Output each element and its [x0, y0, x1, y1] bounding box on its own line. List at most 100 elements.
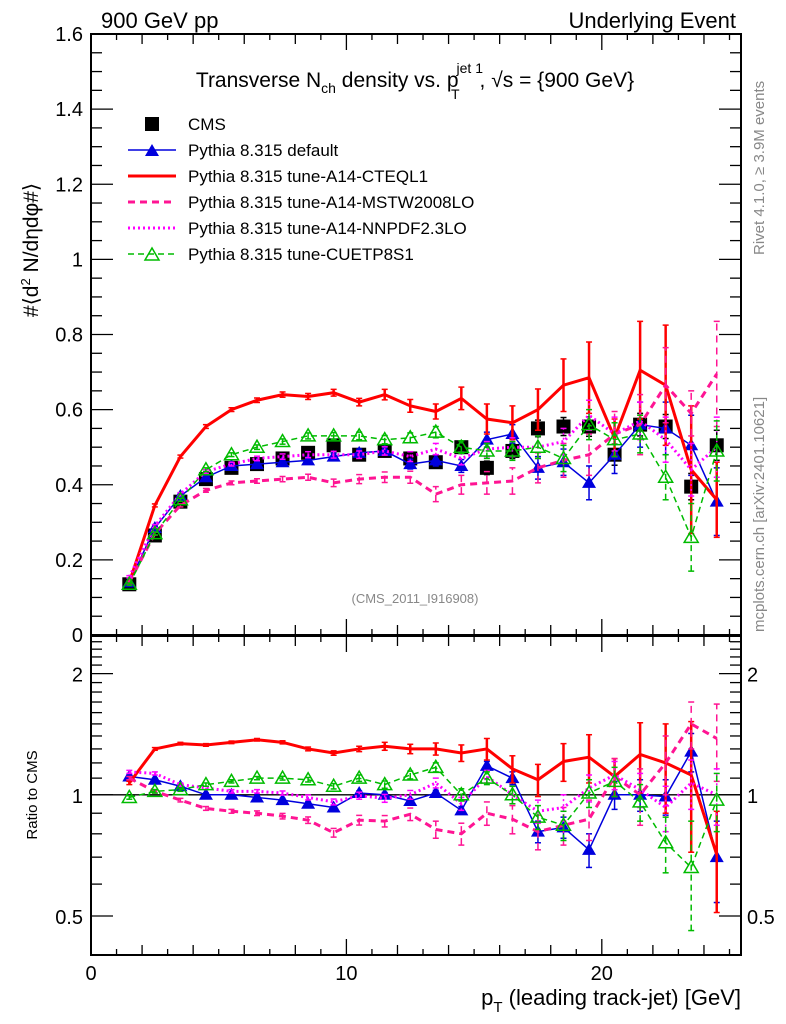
data-point — [556, 419, 571, 434]
data-point — [657, 468, 674, 483]
series-line — [129, 770, 718, 813]
analysis-id-label: (CMS_2011_I916908) — [352, 591, 479, 606]
legend-label: CMS — [188, 115, 226, 134]
data-point — [274, 769, 291, 784]
main-series-group — [121, 320, 726, 592]
data-point — [198, 787, 213, 800]
title-sub1: ch — [321, 80, 336, 96]
series-line — [128, 738, 719, 856]
data-point — [248, 769, 266, 784]
title-post: , √s = {900 GeV} — [480, 69, 635, 92]
data-point — [121, 788, 138, 804]
title-sup: jet 1 — [456, 60, 484, 76]
data-point — [631, 425, 649, 440]
ratio-series-group — [121, 701, 726, 932]
data-point — [401, 766, 419, 781]
data-point — [428, 453, 443, 466]
legend-item: Pythia 8.315 default — [128, 141, 339, 160]
y-tick-label: 1.4 — [55, 99, 83, 121]
data-point — [504, 786, 521, 801]
data-point — [479, 432, 494, 445]
legend-label: Pythia 8.315 tune-CUETP8S1 — [188, 245, 414, 264]
data-point — [682, 858, 700, 874]
data-point — [274, 433, 291, 448]
series-cms — [122, 412, 724, 592]
ratio-ticks — [90, 636, 741, 956]
title-pre: Transverse N — [196, 69, 321, 92]
data-point — [299, 427, 317, 442]
legend-label: Pythia 8.315 tune-A14-NNPDF2.3LO — [188, 219, 467, 238]
y-tick-label: 1.6 — [55, 24, 83, 46]
legend-item: Pythia 8.315 tune-A14-MSTW2008LO — [128, 193, 474, 212]
data-point — [529, 438, 547, 453]
y-tick-label: 0.2 — [55, 550, 83, 572]
data-point — [147, 772, 162, 785]
series-line — [127, 367, 718, 583]
data-point — [582, 475, 597, 488]
data-point — [427, 423, 445, 438]
ratio-y-tick-labels: 0.5 0.5 1 1 2 2 — [55, 665, 775, 929]
y-tick-label: 1.2 — [55, 174, 83, 196]
data-point — [146, 782, 164, 798]
series-line — [127, 413, 718, 578]
data-point — [479, 758, 494, 771]
legend-item: Pythia 8.315 tune-CUETP8S1 — [128, 245, 414, 264]
y-tick-label: 1 — [72, 249, 83, 271]
data-point — [146, 525, 164, 540]
data-point — [657, 834, 674, 849]
data-point — [325, 777, 342, 793]
y-tick-label: 0.6 — [55, 400, 83, 422]
data-point — [172, 491, 189, 506]
series-pythia-8-315-tune-a14-cteql1 — [126, 320, 720, 585]
series-pythia-8-315-tune-a14-mstw2008lo — [126, 701, 720, 851]
data-point — [197, 461, 215, 476]
xlabel-sub: T — [493, 999, 502, 1016]
data-point — [301, 453, 316, 466]
data-point — [248, 438, 266, 453]
y-tick-label: 0.8 — [55, 325, 83, 347]
legend-item: Pythia 8.315 tune-A14-CTEQL1 — [128, 167, 428, 186]
data-point — [453, 786, 470, 801]
legend-label: Pythia 8.315 tune-A14-MSTW2008LO — [188, 193, 474, 212]
header-left-label: 900 GeV pp — [101, 8, 218, 33]
y-tick-label-right: 2 — [747, 665, 758, 687]
data-point — [197, 776, 215, 791]
data-point — [401, 429, 419, 444]
data-point — [299, 771, 317, 786]
data-point — [708, 791, 726, 806]
data-point — [428, 786, 443, 799]
data-point — [250, 790, 265, 803]
legend: CMS Pythia 8.315 default Pythia 8.315 tune… — [128, 115, 474, 264]
x-axis-label: pT (leading track-jet) [GeV] — [481, 985, 741, 1016]
legend-marker — [145, 144, 159, 156]
series-line — [129, 749, 718, 858]
main-y-tick-labels: 0 0.2 0.4 0.6 0.8 1 1.2 1.4 1.6 — [55, 24, 83, 647]
legend-item: Pythia 8.315 tune-A14-NNPDF2.3LO — [128, 219, 467, 238]
data-point — [275, 793, 290, 806]
ratio-frame — [90, 635, 742, 956]
x-tick-label: 10 — [335, 963, 357, 985]
data-point — [301, 445, 316, 460]
data-point — [427, 758, 445, 774]
data-point — [403, 794, 418, 807]
x-tick-label: 0 — [85, 963, 96, 985]
data-point — [326, 800, 341, 813]
series-pythia-8-315-tune-a14-cteql1 — [126, 720, 720, 914]
ylabel-pre: #⟨d — [20, 286, 43, 318]
y-tick-label: 0.5 — [55, 907, 83, 929]
series-line — [128, 423, 718, 585]
data-point — [606, 772, 623, 788]
series-line — [129, 766, 718, 869]
data-point — [682, 528, 700, 544]
data-point — [582, 842, 597, 855]
main-panel: 0 0.2 0.4 0.6 0.8 1 1.2 1.4 1.6 Transverse Nch d… — [18, 24, 742, 647]
data-point — [376, 776, 394, 791]
y-tick-label: 0.4 — [55, 475, 83, 497]
data-point — [478, 442, 496, 457]
data-point — [198, 470, 213, 483]
ylabel-sup: 2 — [18, 278, 33, 285]
data-point — [478, 769, 496, 784]
data-point — [223, 772, 240, 788]
header-right-label: Underlying Event — [568, 8, 736, 33]
series-pythia-8-315-tune-a14-mstw2008lo — [126, 320, 720, 585]
